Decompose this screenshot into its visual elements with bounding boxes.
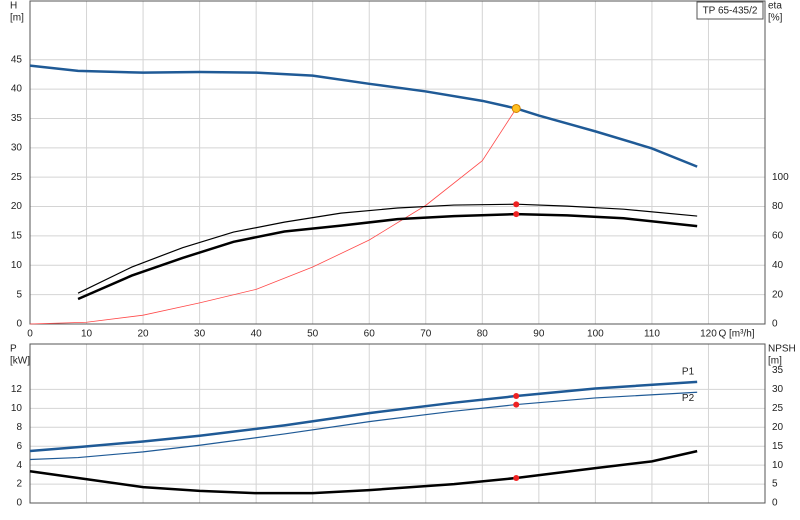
y-tick-label: 5: [16, 289, 22, 300]
y-tick-label: 6: [16, 441, 22, 452]
x-tick-label: 50: [307, 329, 319, 340]
y2-axis-label: NPSH: [768, 344, 796, 355]
series-label: P2: [682, 393, 695, 404]
curve: [29, 391, 698, 461]
x-tick-label: 120: [700, 329, 717, 340]
y-tick-label: 20: [11, 201, 23, 212]
x-tick-label: 40: [251, 329, 263, 340]
x-tick-label: 80: [477, 329, 489, 340]
legend-title: TP 65-435/2: [703, 6, 758, 17]
y2-tick-label: 5: [772, 479, 778, 490]
series-label: P1: [682, 366, 695, 377]
y-tick-label: 0: [16, 319, 22, 330]
duty-point: [513, 211, 520, 218]
duty-point: [513, 401, 520, 408]
plot-frame: [29, 343, 766, 504]
curve: [77, 212, 698, 301]
x-tick-label: 20: [138, 329, 150, 340]
x-axis-label: Q [m³/h]: [718, 329, 754, 340]
y-tick-label: 25: [11, 172, 23, 183]
y-tick-label: 2: [16, 479, 22, 490]
x-tick-label: 60: [364, 329, 376, 340]
curve: [77, 203, 698, 294]
y-tick-label: 8: [16, 422, 22, 433]
y-tick-label: 10: [11, 260, 23, 271]
curve: [29, 64, 698, 168]
y2-axis-label: [m]: [768, 356, 782, 367]
y2-tick-label: 25: [772, 403, 784, 414]
legend-box: [696, 1, 764, 20]
y-tick-label: 40: [11, 84, 23, 95]
y2-tick-label: 20: [772, 289, 784, 300]
y2-axis-label: eta: [768, 1, 782, 12]
y-tick-label: 15: [11, 231, 23, 242]
duty-point: [513, 475, 520, 482]
y-axis-label: [m]: [10, 13, 24, 24]
x-tick-label: 110: [644, 329, 660, 340]
curve: [29, 449, 698, 495]
y2-tick-label: 0: [772, 498, 778, 509]
x-tick-label: 10: [81, 329, 93, 340]
y-tick-label: 45: [11, 54, 23, 65]
y-tick-label: 0: [16, 498, 22, 509]
y-tick-label: 12: [11, 384, 23, 395]
y2-tick-label: 40: [772, 260, 784, 271]
y2-tick-label: 30: [772, 384, 784, 395]
y2-tick-label: 10: [772, 460, 784, 471]
y2-tick-label: 35: [772, 365, 784, 376]
duty-point: [513, 393, 520, 400]
y2-tick-label: 0: [772, 319, 778, 330]
duty-point: [513, 201, 520, 208]
y-tick-label: 35: [11, 113, 23, 124]
y2-tick-label: 100: [772, 172, 789, 183]
y-axis-label: [kW]: [10, 356, 30, 367]
x-tick-label: 30: [194, 329, 206, 340]
x-tick-label: 70: [420, 329, 432, 340]
y-axis-label: P: [10, 344, 17, 355]
curve: [29, 108, 517, 325]
y2-axis-label: [%]: [768, 13, 783, 24]
plot-frame: [29, 0, 766, 325]
y-axis-label: H: [10, 1, 17, 12]
duty-point: [511, 103, 521, 113]
y2-tick-label: 60: [772, 231, 784, 242]
y-tick-label: 30: [11, 142, 23, 153]
curve: [29, 380, 698, 453]
y2-tick-label: 15: [772, 441, 784, 452]
x-tick-label: 0: [27, 329, 33, 340]
x-tick-label: 90: [533, 329, 545, 340]
y2-tick-label: 20: [772, 422, 784, 433]
x-tick-label: 100: [587, 329, 604, 340]
y-tick-label: 4: [16, 460, 22, 471]
y2-tick-label: 80: [772, 201, 784, 212]
y-tick-label: 10: [11, 403, 23, 414]
